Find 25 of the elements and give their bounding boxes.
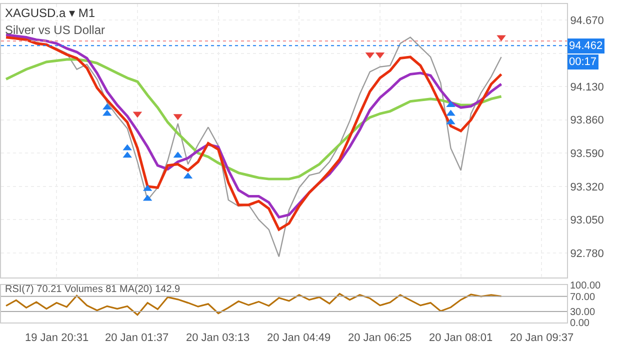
y-tick-label: 94.670 (570, 14, 604, 27)
x-tick-label: 20 Jan 08:01 (429, 332, 493, 344)
x-tick-label: 20 Jan 04:49 (267, 332, 331, 344)
x-tick-label: 20 Jan 09:37 (510, 332, 574, 344)
y-tick-label: 94.130 (570, 81, 604, 94)
text: Silver vs US Dollar (5, 23, 106, 37)
ref-line-label: 94.462 (569, 40, 603, 52)
y-tick-label: 93.320 (570, 181, 604, 194)
y-tick-label: 92.780 (570, 248, 604, 260)
y-tick-label: 70.00 (570, 292, 596, 303)
annotation: RSI(7) 70.21 Volumes 81 MA(20) 142.9 (5, 284, 181, 295)
x-tick-label: 20 Jan 03:13 (186, 332, 250, 344)
y-tick-label: 93.590 (570, 148, 604, 160)
y-tick-label: 100.00 (570, 280, 602, 292)
y-tick-label: 0.00 (570, 318, 590, 330)
text: 00:17 (569, 56, 597, 68)
y-tick-label: 30.00 (570, 306, 596, 318)
line-series (4, 58, 503, 180)
x-tick-label: 20 Jan 06:25 (348, 332, 412, 344)
y-tick-label: 93.860 (570, 114, 604, 127)
chart-title: XAGUSD.a ▾ M1 (5, 6, 96, 20)
y-tick-label: 93.050 (570, 214, 604, 227)
line-series (5, 292, 502, 316)
x-tick-label: 19 Jan 20:31 (25, 332, 89, 344)
x-tick-label: 20 Jan 01:37 (105, 332, 169, 344)
